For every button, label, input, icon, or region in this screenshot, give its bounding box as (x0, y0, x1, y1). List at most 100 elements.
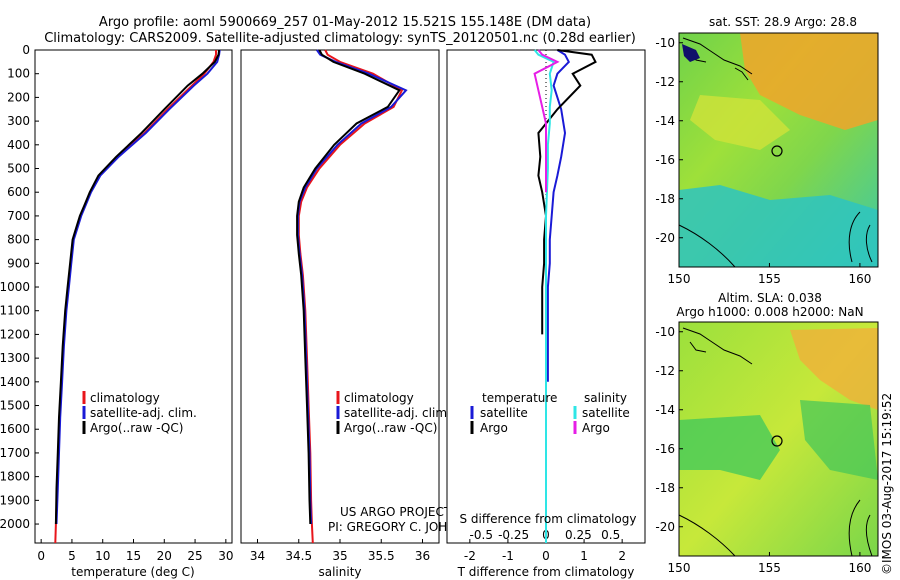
lat-tick-label: -10 (655, 325, 675, 339)
sla-map-title: Altim. SLA: 0.038 (718, 291, 822, 305)
legend-label-argo: Argo(..raw -QC) (90, 421, 183, 435)
legend-title-salinity: salinity (584, 391, 627, 405)
figure-title-line2: Climatology: CARS2009. Satellite-adjuste… (44, 31, 636, 46)
depth-tick-label: 500 (7, 162, 30, 176)
depth-tick-label: 0 (22, 43, 30, 57)
sst-cool-region (679, 185, 878, 267)
salinity-panel: 34 34.5 35 35.5 36 climatology satellite-adj… (240, 49, 482, 579)
series-line-t-argo (537, 49, 597, 335)
lat-tick-label: -18 (655, 481, 675, 495)
depth-tick-label: 1800 (0, 470, 30, 484)
depth-tick-label: 1700 (0, 446, 30, 460)
depth-tick-label: 900 (7, 256, 30, 270)
salinity-legend: climatology satellite-adj. clim. Argo(..… (336, 391, 451, 435)
depth-tick-label: 700 (7, 209, 30, 223)
depth-tick-label: 100 (7, 67, 30, 81)
depth-tick-label: 1500 (0, 399, 30, 413)
series-line-argo-raw-qc- (54, 49, 221, 525)
depth-tick-label: 1200 (0, 327, 30, 341)
series-line-s-argo (533, 49, 560, 193)
depth-tick-label: 400 (7, 138, 30, 152)
lat-tick-label: -12 (655, 75, 675, 89)
x-tick-label: 15 (126, 549, 141, 563)
t-tick-label: 0 (542, 549, 550, 563)
depth-tick-label: 1900 (0, 493, 30, 507)
temperature-x-label: temperature (deg C) (71, 565, 194, 579)
x-tick-label: 30 (218, 549, 233, 563)
x-tick-label: 36 (415, 549, 430, 563)
sla-map-frame (678, 321, 879, 557)
sst-map-title: sat. SST: 28.9 Argo: 28.8 (709, 15, 857, 29)
legend-title-temperature: temperature (482, 391, 557, 405)
depth-tick-label: 1300 (0, 351, 30, 365)
lon-tick-label: 160 (848, 272, 871, 286)
series-line-argo-raw-qc- (296, 49, 401, 525)
lat-tick-label: -14 (655, 403, 675, 417)
sst-map-axes: 150 155 160 -10 -12 -14 -16 -18 -20 (655, 36, 871, 286)
temperature-x-axis: 0 5 10 15 20 25 30 (37, 539, 233, 563)
legend-label-climatology: climatology (344, 391, 414, 405)
t-tick-label: 2 (618, 549, 626, 563)
salinity-series (296, 49, 408, 544)
lat-tick-label: -20 (655, 231, 675, 245)
temperature-legend: climatology satellite-adj. clim. Argo(..… (82, 391, 197, 435)
sla-map-subtitle: Argo h1000: 0.008 h2000: NaN (676, 305, 863, 319)
sla-bathymetry (678, 499, 873, 557)
salinity-x-axis: 34 34.5 35 35.5 36 (250, 539, 430, 563)
depth-tick-label: 1100 (0, 304, 30, 318)
depth-tick-label: 600 (7, 185, 30, 199)
sla-low-region-2 (800, 400, 878, 480)
s-difference-label: S difference from climatology (460, 512, 637, 526)
lat-tick-label: -18 (655, 192, 675, 206)
x-tick-label: 10 (95, 549, 110, 563)
sst-land (682, 44, 700, 62)
temperature-plot-frame (34, 49, 233, 544)
lon-tick-label: 155 (758, 272, 781, 286)
s-tick-label: 0.25 (565, 528, 592, 542)
legend-label-t-argo: Argo (480, 421, 508, 435)
sst-warm-region (740, 33, 878, 130)
lat-tick-label: -20 (655, 520, 675, 534)
series-line-satellite-adj-clim- (55, 49, 221, 525)
difference-x-axis: -2 -1 0 1 2-0.5 -0.25 0 0.25 0.5 (464, 528, 626, 563)
sst-argo-marker (771, 145, 783, 157)
legend-label-s-satellite: satellite (582, 406, 630, 420)
salinity-x-label: salinity (318, 565, 361, 579)
x-tick-label: 25 (187, 549, 202, 563)
sla-argo-marker (771, 435, 783, 447)
depth-tick-label: 1400 (0, 375, 30, 389)
t-difference-label: T difference from climatology (457, 565, 635, 579)
x-tick-label: 34 (250, 549, 265, 563)
lat-tick-label: -10 (655, 36, 675, 50)
s-tick-label: -0.5 (470, 528, 493, 542)
sla-map-panel: Altim. SLA: 0.038 Argo h1000: 0.008 h200… (655, 291, 879, 575)
lon-tick-label: 160 (848, 561, 871, 575)
depth-tick-label: 800 (7, 233, 30, 247)
sla-coastline (682, 327, 753, 365)
lon-tick-label: 150 (668, 561, 691, 575)
sst-warm-region-2 (690, 95, 790, 150)
series-line-t-satellite (546, 49, 571, 382)
temperature-panel: 0100200300400500600700800900100011001200… (0, 43, 233, 579)
depth-tick-label: 300 (7, 114, 30, 128)
lat-tick-label: -14 (655, 114, 675, 128)
lat-tick-label: -16 (655, 153, 675, 167)
sst-map-frame (678, 32, 879, 268)
t-tick-label: 1 (580, 549, 588, 563)
pi-credit: PI: GREGORY C. JOHNSON (328, 520, 482, 534)
legend-label-satellite: satellite-adj. clim. (90, 406, 197, 420)
lon-tick-label: 150 (668, 272, 691, 286)
x-tick-label: 35 (332, 549, 347, 563)
t-tick-label: -1 (502, 549, 514, 563)
depth-tick-label: 1600 (0, 422, 30, 436)
depth-tick-label: 200 (7, 90, 30, 104)
s-tick-label: 0.5 (601, 528, 620, 542)
x-tick-label: 35.5 (368, 549, 395, 563)
s-tick-label: -0.25 (498, 528, 529, 542)
legend-label-t-satellite: satellite (480, 406, 528, 420)
difference-panel: -2 -1 0 1 2-0.5 -0.25 0 0.25 0.5 temperature sat… (446, 49, 646, 579)
series-line-s-satellite (533, 49, 555, 543)
sst-map-panel: sat. SST: 28.9 Argo: 28.8 150 155 160 -10 -1… (655, 15, 879, 286)
x-tick-label: 5 (68, 549, 76, 563)
